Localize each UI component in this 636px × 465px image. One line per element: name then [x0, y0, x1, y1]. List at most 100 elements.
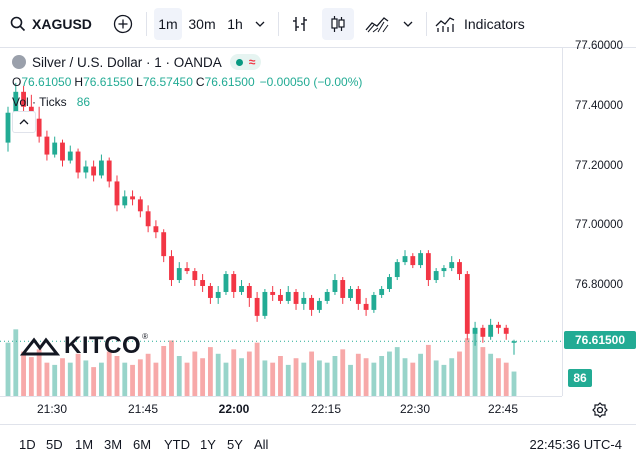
kitco-logo-icon	[20, 337, 60, 356]
volume-bar	[418, 353, 423, 396]
candle-body	[60, 142, 65, 161]
volume-bar	[425, 344, 431, 396]
toolbar-divider	[278, 12, 279, 36]
market-status-badge[interactable]: ≈	[229, 54, 262, 70]
indicators-label: Indicators	[464, 16, 525, 32]
chart-settings-button[interactable]	[590, 400, 610, 420]
volume-bar	[239, 358, 244, 396]
candle-body	[91, 166, 97, 176]
candle-body	[137, 199, 143, 212]
candle-body	[83, 166, 89, 173]
candle-body	[52, 142, 58, 155]
range-5y[interactable]: 5Y	[227, 437, 243, 452]
bar-replay-button[interactable]	[286, 8, 314, 40]
symbol-search-button[interactable]: XAGUSD	[6, 8, 92, 40]
volume-bar	[363, 358, 369, 396]
volume-bar	[60, 358, 65, 396]
candles-chart-type-button[interactable]	[322, 8, 354, 40]
candle-body	[153, 226, 159, 233]
time-tick-label: 22:00	[219, 402, 250, 416]
candle-body	[13, 91, 19, 113]
price-tick-label: 77.60000	[575, 40, 623, 52]
candle-body	[293, 291, 299, 304]
candle-body	[75, 151, 81, 173]
legend-collapse-button[interactable]	[12, 111, 36, 133]
volume-bar	[316, 360, 322, 396]
volume-bar	[433, 360, 439, 396]
interval-1h[interactable]: 1h	[222, 8, 248, 40]
range-3m[interactable]: 3M	[104, 437, 123, 452]
volume-bar	[200, 358, 206, 396]
candle-body	[207, 286, 213, 298]
range-1y[interactable]: 1Y	[200, 437, 216, 452]
indicators-button[interactable]: Indicators	[434, 8, 534, 40]
candle-body	[44, 136, 50, 155]
candle-body	[464, 274, 470, 334]
candle-body	[433, 271, 439, 281]
volume-bar	[67, 362, 73, 396]
chart-type-dropdown[interactable]	[398, 8, 418, 40]
open-label: O	[12, 75, 22, 89]
price-tick-label: 76.80000	[575, 279, 623, 291]
time-tick-label: 21:45	[128, 402, 158, 416]
candle-body	[332, 280, 338, 292]
time-tick-label: 22:45	[488, 402, 518, 416]
open-value: 76.61050	[21, 75, 72, 89]
range-1d[interactable]: 1D	[19, 437, 36, 452]
interval-dropdown[interactable]	[250, 8, 270, 40]
area-chart-type-button[interactable]	[360, 8, 394, 40]
volume-bar	[91, 367, 97, 396]
candle-body	[441, 268, 447, 272]
volume-bar	[278, 356, 283, 396]
time-tick-label: 22:30	[400, 402, 430, 416]
clock-timezone[interactable]: 22:45:36 UTC-4	[530, 437, 623, 452]
candle-body	[496, 324, 501, 328]
area-chart-icon	[365, 17, 389, 33]
candle-body	[371, 294, 377, 310]
volume-label[interactable]: Vol · Ticks	[12, 95, 67, 109]
price-chart[interactable]: 21:30 21:45 22:00 22:15 22:30 22:45	[0, 48, 636, 424]
legend-title[interactable]: Silver / U.S. Dollar · 1 · OANDA	[32, 54, 222, 70]
range-ytd[interactable]: YTD	[164, 437, 190, 452]
interval-1h-label: 1h	[227, 16, 243, 32]
interval-30m[interactable]: 30m	[186, 8, 218, 40]
candle-body	[316, 300, 322, 310]
volume-bar	[231, 349, 237, 396]
range-6m[interactable]: 6M	[133, 437, 152, 452]
volume-bar	[5, 342, 11, 396]
volume-bar	[441, 364, 447, 396]
candle-body	[5, 112, 11, 143]
candle-body	[21, 91, 26, 107]
chevron-up-icon	[19, 119, 29, 125]
range-5d[interactable]: 5D	[46, 437, 63, 452]
range-1m[interactable]: 1M	[75, 437, 94, 452]
candle-body	[418, 253, 423, 266]
volume-bar	[83, 360, 89, 396]
volume-bar	[270, 362, 276, 396]
last-volume-value: 86	[573, 371, 587, 385]
candle-body	[145, 211, 151, 227]
candle-body	[254, 297, 260, 316]
candle-body	[394, 262, 400, 278]
range-all[interactable]: All	[254, 437, 269, 452]
candle-body	[301, 297, 307, 304]
candle-body	[161, 232, 167, 257]
candle-body	[348, 288, 353, 298]
volume-bar	[28, 357, 34, 396]
volume-bar	[153, 362, 159, 396]
volume-bar	[254, 342, 260, 396]
time-tick-label: 21:30	[37, 402, 67, 416]
volume-bar	[285, 364, 291, 396]
candle-body	[176, 268, 182, 281]
plus-circle-icon	[113, 14, 133, 34]
candle-body	[278, 294, 283, 301]
volume-bar	[457, 351, 462, 396]
candle-body	[457, 262, 462, 275]
volume-bar	[192, 351, 198, 396]
kitco-watermark: KITCO ®	[20, 332, 148, 360]
volume-value: 86	[76, 95, 91, 109]
change-value: −0.00050 (−0.00%)	[259, 75, 363, 89]
compare-symbol-button[interactable]	[108, 8, 138, 40]
volume-bar	[309, 351, 315, 396]
interval-1m[interactable]: 1m	[154, 8, 182, 40]
